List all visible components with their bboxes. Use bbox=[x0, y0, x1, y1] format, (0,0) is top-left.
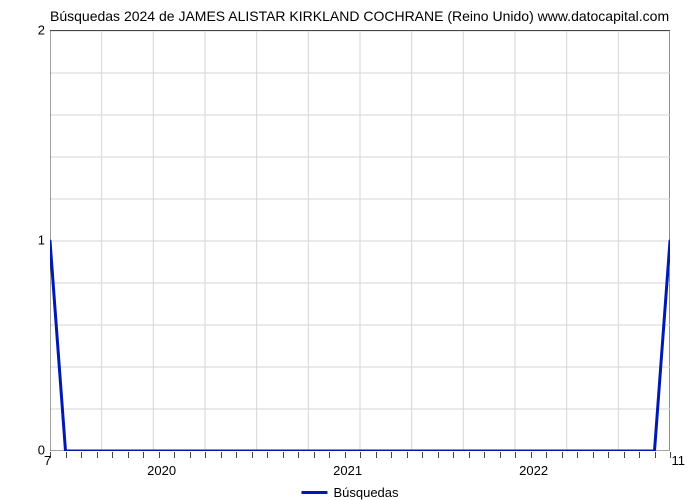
x-tick bbox=[376, 452, 377, 458]
x-tick bbox=[407, 452, 408, 458]
x-tick bbox=[314, 452, 315, 458]
x-tick bbox=[236, 452, 237, 458]
x-tick bbox=[655, 452, 656, 458]
x-tick bbox=[221, 452, 222, 458]
x-axis-end-label: 11 bbox=[672, 453, 686, 468]
x-axis-year-label: 2021 bbox=[333, 463, 362, 478]
x-tick bbox=[531, 452, 532, 458]
x-tick bbox=[112, 452, 113, 458]
legend-swatch bbox=[301, 491, 327, 494]
x-tick bbox=[360, 452, 361, 458]
x-tick bbox=[81, 452, 82, 458]
x-tick bbox=[515, 452, 516, 458]
x-tick bbox=[283, 452, 284, 458]
x-tick bbox=[500, 452, 501, 458]
y-axis-label: 0 bbox=[30, 443, 45, 458]
x-axis-year-label: 2020 bbox=[147, 463, 176, 478]
x-tick bbox=[159, 452, 160, 458]
x-tick bbox=[608, 452, 609, 458]
x-tick bbox=[298, 452, 299, 458]
x-tick bbox=[66, 452, 67, 458]
y-axis-label: 1 bbox=[30, 233, 45, 248]
x-axis-year-label: 2022 bbox=[519, 463, 548, 478]
legend: Búsquedas bbox=[301, 485, 398, 500]
x-tick bbox=[97, 452, 98, 458]
x-tick bbox=[329, 452, 330, 458]
x-tick bbox=[205, 452, 206, 458]
plot-svg bbox=[50, 31, 670, 451]
x-tick bbox=[174, 452, 175, 458]
x-tick bbox=[562, 452, 563, 458]
x-tick bbox=[438, 452, 439, 458]
x-tick bbox=[546, 452, 547, 458]
chart-title: Búsquedas 2024 de JAMES ALISTAR KIRKLAND… bbox=[50, 8, 669, 24]
x-tick bbox=[252, 452, 253, 458]
x-tick bbox=[190, 452, 191, 458]
chart-container: Búsquedas 2024 de JAMES ALISTAR KIRKLAND… bbox=[0, 0, 700, 500]
x-tick bbox=[453, 452, 454, 458]
legend-label: Búsquedas bbox=[333, 485, 398, 500]
x-tick bbox=[128, 452, 129, 458]
x-tick bbox=[345, 452, 346, 458]
x-tick bbox=[639, 452, 640, 458]
x-tick bbox=[593, 452, 594, 458]
x-axis-start-label: 7 bbox=[44, 453, 51, 468]
x-tick bbox=[422, 452, 423, 458]
x-tick bbox=[577, 452, 578, 458]
x-tick bbox=[143, 452, 144, 458]
x-tick bbox=[624, 452, 625, 458]
x-tick bbox=[484, 452, 485, 458]
plot-area bbox=[50, 30, 670, 450]
x-tick bbox=[469, 452, 470, 458]
x-tick bbox=[267, 452, 268, 458]
y-axis-label: 2 bbox=[30, 23, 45, 38]
x-tick bbox=[391, 452, 392, 458]
